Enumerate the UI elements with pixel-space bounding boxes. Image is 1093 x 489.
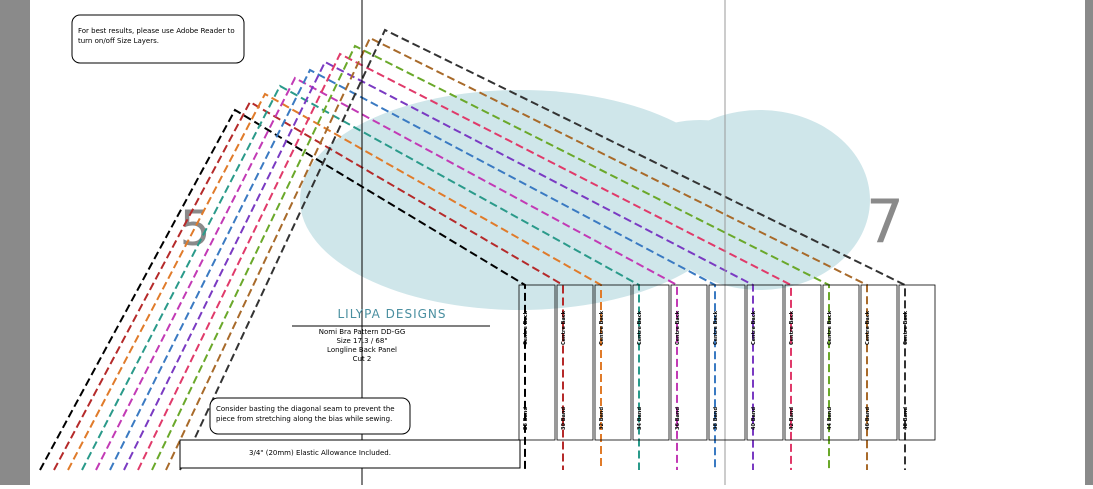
seam-line	[95, 76, 678, 471]
centre-back-label: Centre Back	[865, 310, 871, 345]
band-label: 36 Band	[675, 407, 681, 430]
band-column	[746, 284, 784, 441]
note-text: For best results, please use Adobe Reade…	[78, 27, 235, 45]
band-column	[708, 284, 746, 441]
pattern-lines	[39, 28, 906, 471]
centre-back-label: Centre Back	[789, 310, 795, 345]
page-number: 7	[866, 187, 904, 257]
logo-watermark	[300, 90, 870, 310]
band-column	[518, 284, 556, 441]
note-text: Consider basting the diagonal seam to pr…	[216, 405, 395, 423]
band-label: 48 Band	[903, 407, 909, 430]
band-label: 42 Band	[789, 407, 795, 430]
band-label: 32 Band	[599, 407, 605, 430]
seam-line	[137, 52, 792, 471]
seam-line	[53, 100, 564, 471]
band-column	[632, 284, 670, 441]
band-label: 44 Band	[827, 407, 833, 430]
seam-line	[151, 44, 830, 471]
band-label: 34 Band	[637, 407, 643, 430]
band-label: 30 Band	[561, 407, 567, 430]
centre-back-label: Centre Back	[903, 310, 909, 345]
band-label: 40 Band	[751, 407, 757, 430]
seam-line	[179, 28, 906, 471]
band-label: 28 Band	[523, 407, 529, 430]
note-box	[209, 397, 411, 435]
elastic-strip	[179, 439, 521, 469]
note: For best results, please use Adobe Reade…	[78, 27, 235, 45]
piece-info: Cut 2	[353, 355, 372, 363]
seam-line	[67, 92, 602, 471]
band-label: 38 Band	[713, 407, 719, 430]
centre-back-label: Centre Back	[523, 310, 529, 345]
seam-line	[109, 68, 716, 471]
piece-info: Nomi Bra Pattern DD-GG	[319, 328, 406, 336]
centre-back-label: Centre Back	[675, 310, 681, 345]
note-box	[71, 14, 245, 64]
logo-text: LILYPA DESIGNS	[337, 307, 446, 321]
band-label: 46 Band	[865, 407, 871, 430]
centre-back-label: Centre Back	[827, 310, 833, 345]
centre-back-label: Centre Back	[637, 310, 643, 345]
seam-line	[39, 108, 526, 471]
band-column	[556, 284, 594, 441]
centre-back-label: Centre Back	[561, 310, 567, 345]
band-column	[784, 284, 822, 441]
seam-line	[81, 84, 640, 471]
seam-line	[123, 60, 754, 471]
band-column	[670, 284, 708, 441]
centre-back-label: Centre Back	[599, 310, 605, 345]
band-column	[822, 284, 860, 441]
centre-back-label: Centre Back	[713, 310, 719, 345]
band-columns: 28 Band Centre Back 30 Band Centre Back 32 B…	[518, 284, 936, 441]
elastic-note: 3/4" (20mm) Elastic Allowance Included.	[249, 449, 391, 457]
piece-info: Size 17.3 / 68"	[336, 337, 387, 345]
centre-back-label: Centre Back	[751, 310, 757, 345]
band-column	[594, 284, 632, 441]
piece-info: Longline Back Panel	[327, 346, 397, 354]
note: Consider basting the diagonal seam to pr…	[216, 405, 395, 423]
band-column	[898, 284, 936, 441]
band-column	[860, 284, 898, 441]
